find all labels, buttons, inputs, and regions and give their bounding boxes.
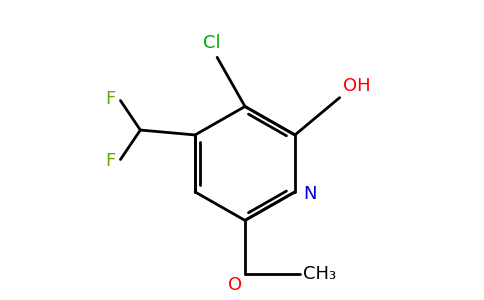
Text: N: N: [303, 185, 317, 203]
Text: O: O: [228, 276, 242, 294]
Text: F: F: [105, 90, 116, 108]
Text: CH₃: CH₃: [302, 266, 336, 284]
Text: OH: OH: [343, 77, 370, 95]
Text: Cl: Cl: [203, 34, 221, 52]
Text: F: F: [105, 152, 116, 170]
